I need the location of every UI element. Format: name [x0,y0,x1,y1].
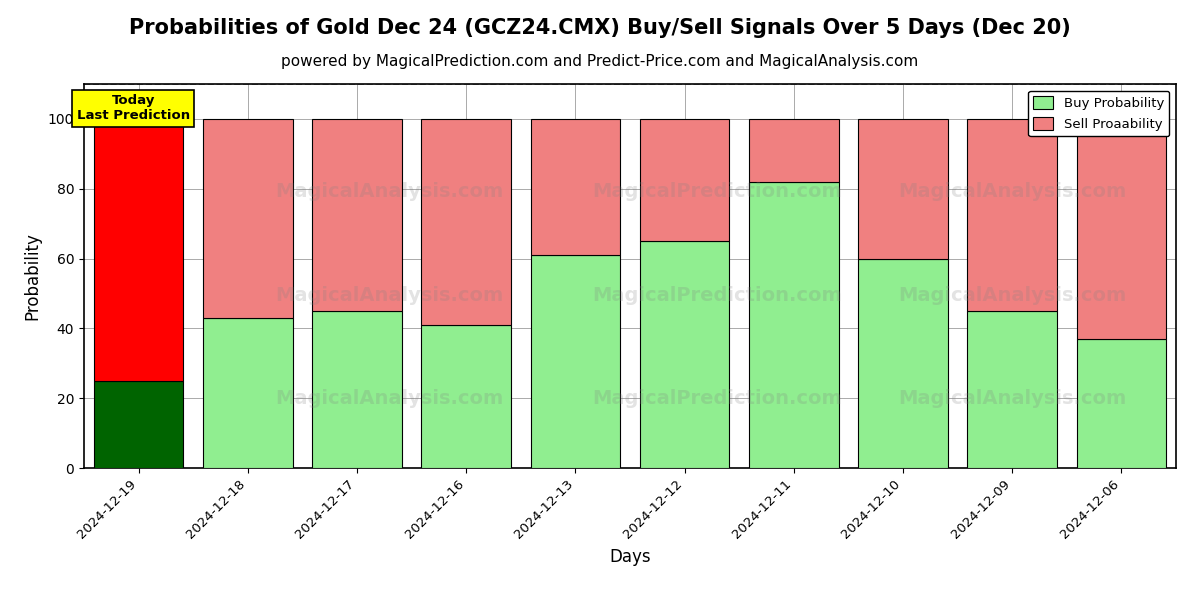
Text: MagicalAnalysis.com: MagicalAnalysis.com [898,182,1127,201]
Y-axis label: Probability: Probability [23,232,41,320]
Text: Probabilities of Gold Dec 24 (GCZ24.CMX) Buy/Sell Signals Over 5 Days (Dec 20): Probabilities of Gold Dec 24 (GCZ24.CMX)… [130,18,1070,38]
Text: MagicalAnalysis.com: MagicalAnalysis.com [898,286,1127,305]
Text: MagicalAnalysis.com: MagicalAnalysis.com [276,389,504,409]
Bar [312,119,402,311]
Bar [1076,119,1166,339]
Text: MagicalPrediction.com: MagicalPrediction.com [593,286,842,305]
Text: MagicalAnalysis.com: MagicalAnalysis.com [276,286,504,305]
Text: MagicalAnalysis.com: MagicalAnalysis.com [276,182,504,201]
Bar [421,119,511,325]
Bar [967,311,1057,468]
Text: MagicalPrediction.com: MagicalPrediction.com [593,182,842,201]
Bar [858,259,948,468]
Bar [1076,339,1166,468]
X-axis label: Days: Days [610,548,650,566]
Text: powered by MagicalPrediction.com and Predict-Price.com and MagicalAnalysis.com: powered by MagicalPrediction.com and Pre… [281,54,919,69]
Bar [749,119,839,182]
Bar [530,255,620,468]
Text: Today
Last Prediction: Today Last Prediction [77,94,190,122]
Bar [967,119,1057,311]
Bar [94,381,184,468]
Bar [749,182,839,468]
Text: MagicalPrediction.com: MagicalPrediction.com [593,389,842,409]
Bar [421,325,511,468]
Bar [94,119,184,381]
Bar [203,318,293,468]
Bar [312,311,402,468]
Legend: Buy Probability, Sell Proaability: Buy Probability, Sell Proaability [1028,91,1170,136]
Bar [640,119,730,241]
Bar [203,119,293,318]
Bar [640,241,730,468]
Bar [858,119,948,259]
Text: MagicalAnalysis.com: MagicalAnalysis.com [898,389,1127,409]
Bar [530,119,620,255]
